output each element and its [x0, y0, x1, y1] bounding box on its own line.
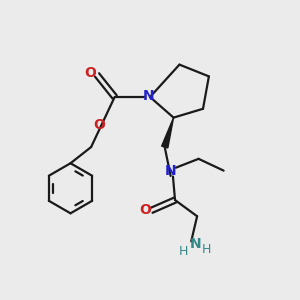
Text: N: N: [143, 88, 154, 103]
Text: O: O: [85, 66, 97, 80]
Text: H: H: [202, 243, 211, 256]
Text: O: O: [93, 118, 105, 132]
Text: N: N: [165, 164, 176, 178]
Text: H: H: [178, 245, 188, 258]
Polygon shape: [162, 118, 174, 148]
Text: N: N: [190, 237, 202, 250]
Text: O: O: [139, 203, 151, 218]
